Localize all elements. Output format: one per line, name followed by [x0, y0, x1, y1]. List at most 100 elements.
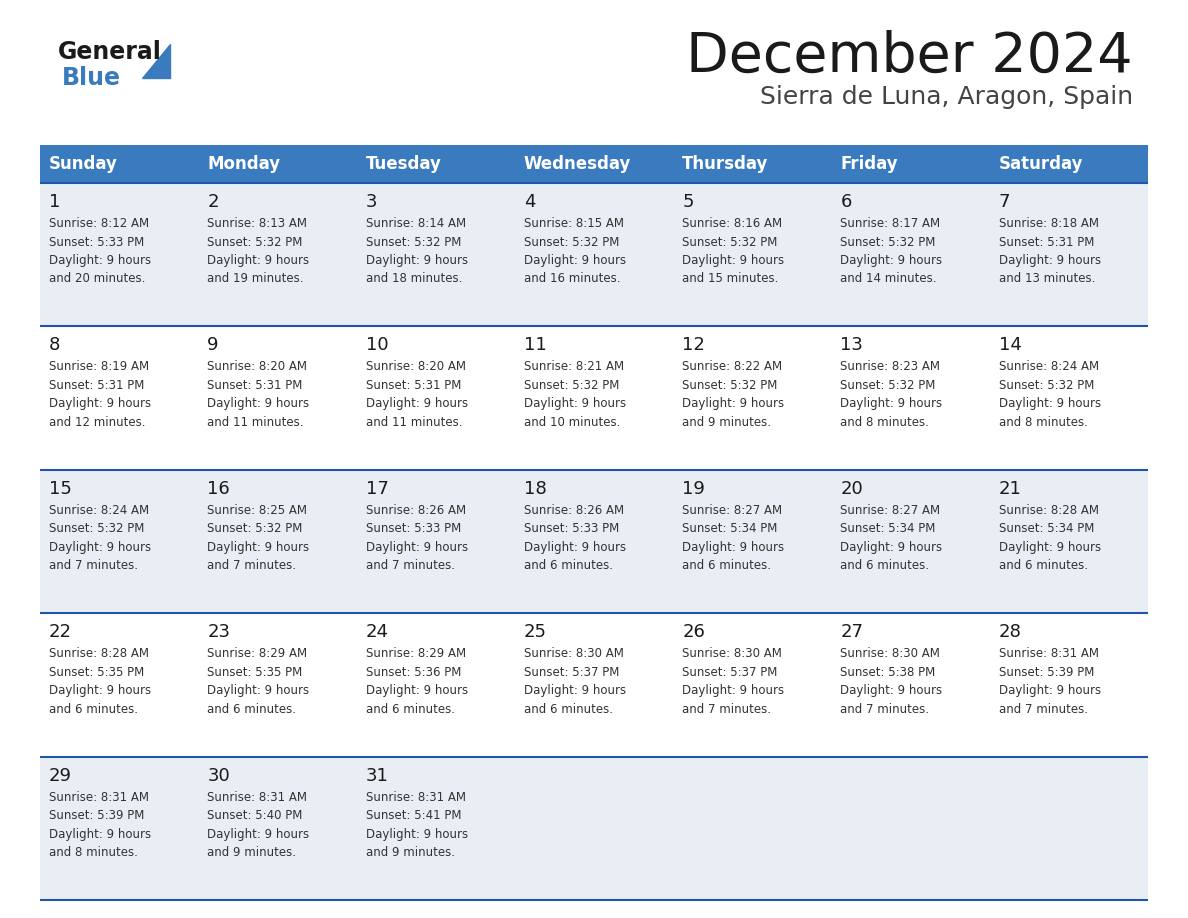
Text: Sunset: 5:32 PM: Sunset: 5:32 PM: [840, 379, 936, 392]
Text: and 6 minutes.: and 6 minutes.: [524, 702, 613, 716]
Text: Sunset: 5:33 PM: Sunset: 5:33 PM: [366, 522, 461, 535]
Text: 15: 15: [49, 480, 72, 498]
Text: Sunset: 5:34 PM: Sunset: 5:34 PM: [999, 522, 1094, 535]
Text: 31: 31: [366, 767, 388, 785]
Text: Daylight: 9 hours: Daylight: 9 hours: [999, 397, 1101, 410]
Text: Sunset: 5:32 PM: Sunset: 5:32 PM: [207, 236, 303, 249]
Text: and 20 minutes.: and 20 minutes.: [49, 273, 145, 285]
Text: Friday: Friday: [840, 155, 898, 173]
Bar: [40, 327, 1148, 470]
Text: Sunset: 5:37 PM: Sunset: 5:37 PM: [524, 666, 619, 678]
Text: and 10 minutes.: and 10 minutes.: [524, 416, 620, 429]
Text: and 9 minutes.: and 9 minutes.: [682, 416, 771, 429]
Text: Daylight: 9 hours: Daylight: 9 hours: [207, 397, 309, 410]
Text: and 19 minutes.: and 19 minutes.: [207, 273, 304, 285]
Text: Sunset: 5:31 PM: Sunset: 5:31 PM: [366, 379, 461, 392]
Text: 26: 26: [682, 623, 704, 641]
Text: Sunrise: 8:31 AM: Sunrise: 8:31 AM: [999, 647, 1099, 660]
Text: Sunrise: 8:29 AM: Sunrise: 8:29 AM: [366, 647, 466, 660]
Bar: [40, 613, 1148, 756]
Text: Sunrise: 8:25 AM: Sunrise: 8:25 AM: [207, 504, 308, 517]
Text: 28: 28: [999, 623, 1022, 641]
Text: Sunrise: 8:14 AM: Sunrise: 8:14 AM: [366, 217, 466, 230]
Text: Sunrise: 8:12 AM: Sunrise: 8:12 AM: [49, 217, 150, 230]
Text: Blue: Blue: [62, 66, 121, 90]
Text: 25: 25: [524, 623, 546, 641]
Text: Wednesday: Wednesday: [524, 155, 631, 173]
Text: Sunset: 5:32 PM: Sunset: 5:32 PM: [999, 379, 1094, 392]
Text: Daylight: 9 hours: Daylight: 9 hours: [366, 541, 468, 554]
Text: and 9 minutes.: and 9 minutes.: [366, 846, 455, 859]
Text: Sunset: 5:35 PM: Sunset: 5:35 PM: [49, 666, 144, 678]
Text: 6: 6: [840, 193, 852, 211]
Text: Sunset: 5:39 PM: Sunset: 5:39 PM: [49, 809, 145, 823]
Text: Sunrise: 8:27 AM: Sunrise: 8:27 AM: [840, 504, 941, 517]
Text: Sunrise: 8:21 AM: Sunrise: 8:21 AM: [524, 361, 624, 374]
Text: Sunrise: 8:29 AM: Sunrise: 8:29 AM: [207, 647, 308, 660]
Text: Sunset: 5:32 PM: Sunset: 5:32 PM: [207, 522, 303, 535]
Text: Sunset: 5:37 PM: Sunset: 5:37 PM: [682, 666, 777, 678]
Text: Sunset: 5:39 PM: Sunset: 5:39 PM: [999, 666, 1094, 678]
Text: Sunrise: 8:24 AM: Sunrise: 8:24 AM: [999, 361, 1099, 374]
Text: Daylight: 9 hours: Daylight: 9 hours: [524, 684, 626, 697]
Bar: [674, 145, 832, 183]
Text: Daylight: 9 hours: Daylight: 9 hours: [366, 397, 468, 410]
Bar: [514, 145, 674, 183]
Text: Sunrise: 8:13 AM: Sunrise: 8:13 AM: [207, 217, 308, 230]
Text: 29: 29: [49, 767, 72, 785]
Bar: [990, 145, 1148, 183]
Text: and 7 minutes.: and 7 minutes.: [840, 702, 929, 716]
Text: Sunset: 5:32 PM: Sunset: 5:32 PM: [524, 236, 619, 249]
Text: Daylight: 9 hours: Daylight: 9 hours: [524, 397, 626, 410]
Text: Daylight: 9 hours: Daylight: 9 hours: [366, 254, 468, 267]
Text: Sunset: 5:38 PM: Sunset: 5:38 PM: [840, 666, 936, 678]
Text: Daylight: 9 hours: Daylight: 9 hours: [999, 254, 1101, 267]
Text: Sunset: 5:41 PM: Sunset: 5:41 PM: [366, 809, 461, 823]
Text: Sunset: 5:32 PM: Sunset: 5:32 PM: [366, 236, 461, 249]
Text: 23: 23: [207, 623, 230, 641]
Text: General: General: [58, 40, 162, 64]
Text: and 7 minutes.: and 7 minutes.: [366, 559, 455, 572]
Text: 4: 4: [524, 193, 536, 211]
Text: December 2024: December 2024: [687, 30, 1133, 84]
Text: Daylight: 9 hours: Daylight: 9 hours: [524, 254, 626, 267]
Text: Daylight: 9 hours: Daylight: 9 hours: [49, 254, 151, 267]
Text: and 13 minutes.: and 13 minutes.: [999, 273, 1095, 285]
Text: Sunrise: 8:16 AM: Sunrise: 8:16 AM: [682, 217, 782, 230]
Text: Daylight: 9 hours: Daylight: 9 hours: [49, 684, 151, 697]
Text: 24: 24: [366, 623, 388, 641]
Text: Sunrise: 8:31 AM: Sunrise: 8:31 AM: [366, 790, 466, 803]
Text: Sunrise: 8:24 AM: Sunrise: 8:24 AM: [49, 504, 150, 517]
Text: 22: 22: [49, 623, 72, 641]
Text: 20: 20: [840, 480, 864, 498]
Text: 19: 19: [682, 480, 704, 498]
Text: Daylight: 9 hours: Daylight: 9 hours: [207, 254, 309, 267]
Text: Sunrise: 8:26 AM: Sunrise: 8:26 AM: [524, 504, 624, 517]
Text: Sunrise: 8:31 AM: Sunrise: 8:31 AM: [49, 790, 148, 803]
Text: 16: 16: [207, 480, 230, 498]
Text: Sunset: 5:33 PM: Sunset: 5:33 PM: [49, 236, 144, 249]
Polygon shape: [143, 44, 170, 78]
Bar: [40, 756, 1148, 900]
Bar: [832, 145, 990, 183]
Text: and 8 minutes.: and 8 minutes.: [999, 416, 1087, 429]
Bar: [198, 145, 356, 183]
Text: Sunrise: 8:18 AM: Sunrise: 8:18 AM: [999, 217, 1099, 230]
Text: Daylight: 9 hours: Daylight: 9 hours: [682, 541, 784, 554]
Text: Sunday: Sunday: [49, 155, 118, 173]
Text: Sunrise: 8:26 AM: Sunrise: 8:26 AM: [366, 504, 466, 517]
Text: Sunset: 5:32 PM: Sunset: 5:32 PM: [682, 236, 777, 249]
Text: and 6 minutes.: and 6 minutes.: [49, 702, 138, 716]
Text: Sunset: 5:32 PM: Sunset: 5:32 PM: [840, 236, 936, 249]
Text: Thursday: Thursday: [682, 155, 769, 173]
Text: Sunset: 5:34 PM: Sunset: 5:34 PM: [840, 522, 936, 535]
Bar: [40, 145, 198, 183]
Text: 5: 5: [682, 193, 694, 211]
Text: 30: 30: [207, 767, 230, 785]
Text: and 11 minutes.: and 11 minutes.: [207, 416, 304, 429]
Bar: [40, 183, 1148, 327]
Text: Sunrise: 8:27 AM: Sunrise: 8:27 AM: [682, 504, 782, 517]
Text: Sunset: 5:31 PM: Sunset: 5:31 PM: [49, 379, 145, 392]
Text: Sunrise: 8:22 AM: Sunrise: 8:22 AM: [682, 361, 782, 374]
Text: Sunrise: 8:19 AM: Sunrise: 8:19 AM: [49, 361, 150, 374]
